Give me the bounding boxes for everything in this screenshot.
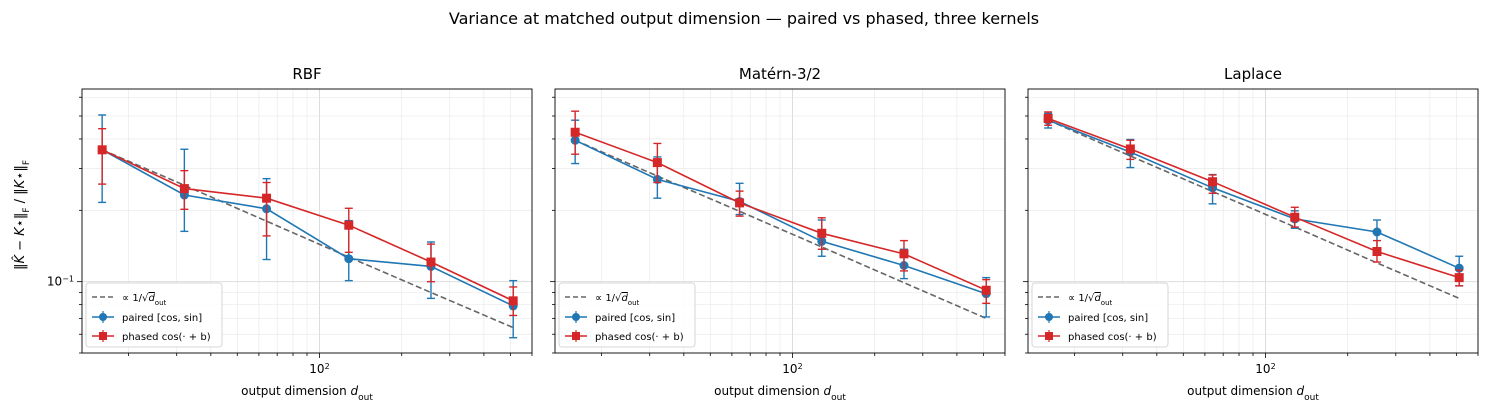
chart-panel-2: Matérn-3/2 102 output dimension dout ∝ 1/√d… (550, 65, 1006, 403)
data-point (344, 254, 354, 264)
x-axis-label: output dimension dout (1187, 384, 1319, 403)
legend-paired-label: paired [cos, sin] (1068, 313, 1148, 324)
data-point (1372, 247, 1382, 257)
data-point (981, 285, 991, 295)
panel-title: Laplace (1224, 65, 1282, 83)
legend-phased-label: phased cos(· + b) (122, 332, 211, 343)
data-point (817, 228, 827, 238)
chart-panel-3: Laplace 102 output dimension dout ∝ 1/√dout… (1023, 65, 1479, 403)
data-point (570, 127, 580, 137)
data-point (735, 198, 745, 208)
chart-panel-1: RBF 102 10−1 output dimension dout ∝ 1/√dout… (47, 65, 533, 403)
series-line (1047, 117, 1460, 279)
legend-ref-label: ∝ 1/√dout (122, 293, 167, 307)
data-point (1454, 273, 1464, 283)
data-point (179, 184, 189, 194)
plot-frame (554, 88, 1006, 354)
data-point (508, 296, 518, 306)
legend-phased-marker (572, 332, 580, 340)
x-tick-label: 102 (309, 362, 329, 377)
legend-paired-marker (99, 313, 107, 321)
series-phased (1043, 111, 1464, 287)
legend-phased-marker (99, 332, 107, 340)
x-axis-label: output dimension dout (714, 384, 846, 403)
y-axis-label: ‖K̂ − K⋆‖F / ‖K⋆‖F (13, 160, 32, 270)
reference-line (101, 149, 514, 329)
data-point (1290, 212, 1300, 222)
data-point (1208, 177, 1218, 187)
legend-ref-label: ∝ 1/√dout (595, 293, 640, 307)
series-line (574, 131, 987, 291)
plot-frame (81, 88, 533, 354)
series-line (1047, 119, 1460, 269)
plot-frame (1027, 88, 1479, 354)
legend-box (558, 282, 696, 348)
data-point (652, 158, 662, 168)
x-tick-label: 102 (782, 362, 802, 377)
data-point (1043, 114, 1053, 124)
panel-title: RBF (292, 65, 321, 83)
legend-paired-marker (1045, 313, 1053, 321)
y-tick-label: 10−1 (47, 274, 74, 289)
data-point (344, 220, 354, 230)
legend-phased-label: phased cos(· + b) (1068, 332, 1157, 343)
figure-suptitle: Variance at matched output dimension — p… (449, 9, 1039, 28)
data-point (97, 145, 107, 155)
series-line (574, 139, 987, 295)
legend-box (1031, 282, 1169, 348)
legend-paired-marker (572, 313, 580, 321)
legend-ref-label: ∝ 1/√dout (1068, 293, 1113, 307)
legend-phased-marker (1045, 332, 1053, 340)
data-point (899, 249, 909, 259)
legend: ∝ 1/√dout paired [cos, sin] phased cos(· +… (85, 282, 223, 348)
legend-box (85, 282, 223, 348)
legend-paired-label: paired [cos, sin] (122, 313, 202, 324)
legend-phased-label: phased cos(· + b) (595, 332, 684, 343)
panel-title: Matérn-3/2 (739, 65, 821, 83)
legend: ∝ 1/√dout paired [cos, sin] phased cos(· +… (558, 282, 696, 348)
data-point (426, 257, 436, 267)
series-phased (570, 110, 991, 305)
reference-line (1047, 119, 1460, 300)
data-point (1372, 227, 1382, 237)
legend: ∝ 1/√dout paired [cos, sin] phased cos(· +… (1031, 282, 1169, 348)
data-point (1125, 144, 1135, 154)
series-line (101, 149, 514, 307)
x-tick-label: 102 (1255, 362, 1275, 377)
reference-line (574, 139, 987, 320)
series-line (101, 149, 514, 302)
series-phased (97, 127, 518, 317)
legend-paired-label: paired [cos, sin] (595, 313, 675, 324)
data-point (262, 193, 272, 203)
x-axis-label: output dimension dout (241, 384, 373, 403)
